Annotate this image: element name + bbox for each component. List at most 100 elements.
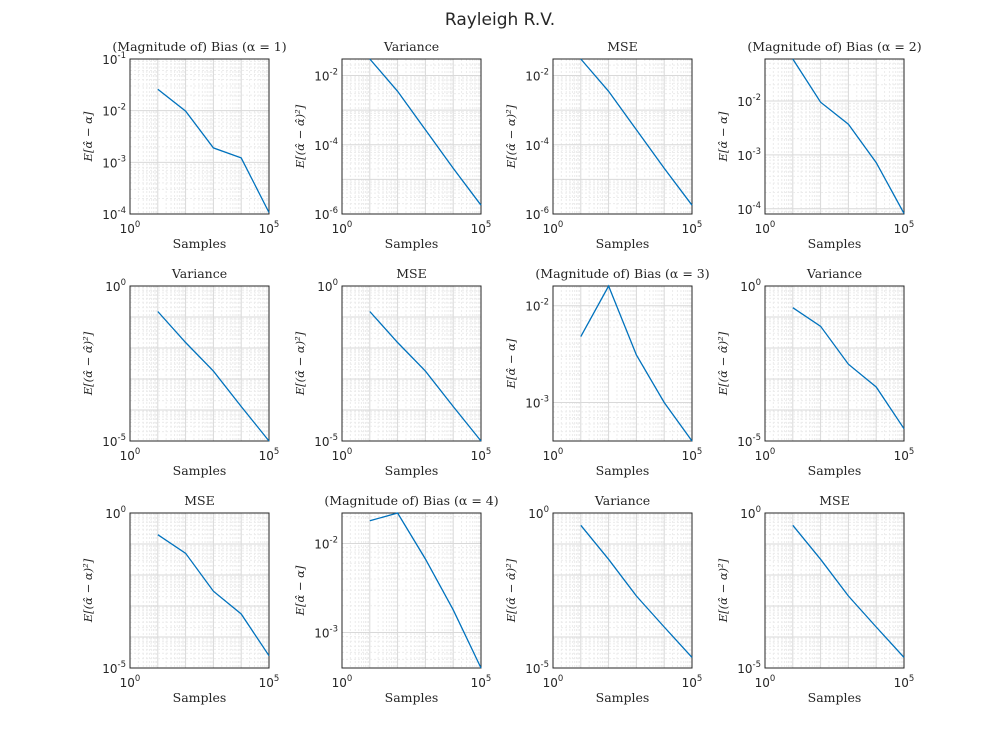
axes-frame: [341, 512, 482, 669]
y-tick-label: 10-4: [737, 201, 761, 217]
x-axis-label: Samples: [385, 690, 439, 705]
x-tick-label: 105: [682, 220, 703, 236]
y-tick-label: 10-2: [525, 68, 549, 84]
x-tick-label: 105: [259, 220, 280, 236]
x-axis-label: Samples: [173, 463, 227, 478]
y-tick-label: 10-4: [525, 137, 549, 153]
axes-frame: [552, 58, 693, 215]
y-tick-label: 10-2: [525, 298, 549, 314]
y-tick-label: 100: [105, 278, 126, 294]
x-axis-label: Samples: [596, 463, 650, 478]
x-axis-label: Samples: [596, 690, 650, 705]
y-axis-label: E[(α̂ − α̂)²]: [81, 331, 95, 396]
axes-frame: [129, 512, 270, 669]
x-tick-label: 100: [120, 447, 141, 463]
x-tick-label: 100: [543, 220, 564, 236]
y-tick-label: 10-5: [737, 433, 761, 449]
subplot-title: MSE: [819, 493, 850, 508]
series-line: [580, 524, 693, 658]
x-tick-label: 105: [894, 220, 915, 236]
x-tick-label: 100: [120, 674, 141, 690]
y-tick-label: 10-3: [102, 154, 126, 170]
series-line: [580, 58, 693, 206]
x-tick-label: 100: [755, 447, 776, 463]
y-axis-label: E[(α̂ − α)²]: [716, 558, 730, 623]
subplot-title: Variance: [171, 266, 227, 281]
subplot-title: (Magnitude of) Bias (α = 3): [535, 266, 709, 281]
series-line: [369, 512, 482, 669]
plot-area: [765, 286, 904, 441]
series-line: [157, 311, 270, 442]
y-tick-label: 10-6: [314, 206, 338, 222]
x-tick-label: 100: [755, 220, 776, 236]
y-axis-label: E[α̂ − α]: [293, 565, 307, 616]
y-tick-label: 10-3: [314, 625, 338, 641]
y-axis-label: E[(α̂ − α̂)²]: [293, 104, 307, 169]
subplot: Variance Samples E[(α̂ − α̂)²] 100 105 10-6 10…: [293, 39, 491, 251]
y-tick-label: 10-2: [737, 93, 761, 109]
series-line: [792, 307, 905, 430]
subplot: (Magnitude of) Bias (α = 4) Samples E[α̂ −…: [293, 493, 499, 705]
plot-area: [553, 513, 692, 668]
y-tick-label: 10-5: [102, 660, 126, 676]
x-tick-label: 105: [471, 447, 492, 463]
x-tick-label: 100: [332, 674, 353, 690]
y-axis-label: E[(α̂ − α)²]: [504, 104, 518, 169]
x-tick-label: 105: [682, 674, 703, 690]
x-tick-label: 105: [894, 674, 915, 690]
x-tick-label: 105: [682, 447, 703, 463]
x-axis-label: Samples: [596, 236, 650, 251]
axes-frame: [129, 58, 270, 215]
axes-frame: [764, 285, 905, 442]
axes-frame: [552, 512, 693, 669]
y-tick-label: 10-5: [525, 660, 549, 676]
subplot-title: (Magnitude of) Bias (α = 2): [747, 39, 921, 54]
y-tick-label: 10-2: [102, 103, 126, 119]
axes-frame: [341, 58, 482, 215]
plot-area: [765, 59, 904, 214]
plot-area: [130, 513, 269, 668]
plot-area: [130, 59, 269, 214]
subplot-title: MSE: [607, 39, 638, 54]
x-tick-label: 100: [332, 220, 353, 236]
subplot-title: MSE: [184, 493, 215, 508]
y-tick-label: 10-4: [102, 206, 126, 222]
x-tick-label: 100: [332, 447, 353, 463]
y-axis-label: E[α̂ − α]: [81, 111, 95, 162]
plot-area: [130, 286, 269, 441]
plot-area: [342, 59, 481, 214]
y-tick-label: 100: [105, 505, 126, 521]
subplot-title: Variance: [806, 266, 862, 281]
x-axis-label: Samples: [385, 236, 439, 251]
subplot: MSE Samples E[(α̂ − α)²] 100 105 10-6 10-4 10-2: [504, 39, 702, 251]
axes-frame: [129, 285, 270, 442]
y-tick-label: 100: [740, 505, 761, 521]
x-tick-label: 105: [259, 447, 280, 463]
y-axis-label: E[(α̂ − α)²]: [81, 558, 95, 623]
y-tick-label: 100: [528, 505, 549, 521]
x-tick-label: 105: [471, 674, 492, 690]
x-axis-label: Samples: [808, 690, 862, 705]
y-tick-label: 10-5: [737, 660, 761, 676]
series-line: [157, 534, 270, 657]
y-tick-label: 10-1: [102, 51, 126, 67]
series-line: [369, 311, 482, 442]
y-tick-label: 10-6: [525, 206, 549, 222]
y-tick-label: 10-3: [525, 394, 549, 410]
axes-frame: [764, 512, 905, 669]
y-axis-label: E[α̂ − α]: [716, 111, 730, 162]
series-line: [157, 88, 270, 213]
x-tick-label: 100: [543, 447, 564, 463]
subplot-title: MSE: [396, 266, 427, 281]
subplot: (Magnitude of) Bias (α = 2) Samples E[α̂ −…: [716, 39, 922, 251]
x-axis-label: Samples: [173, 690, 227, 705]
x-tick-label: 100: [543, 674, 564, 690]
x-tick-label: 105: [259, 674, 280, 690]
series-line: [369, 58, 482, 206]
